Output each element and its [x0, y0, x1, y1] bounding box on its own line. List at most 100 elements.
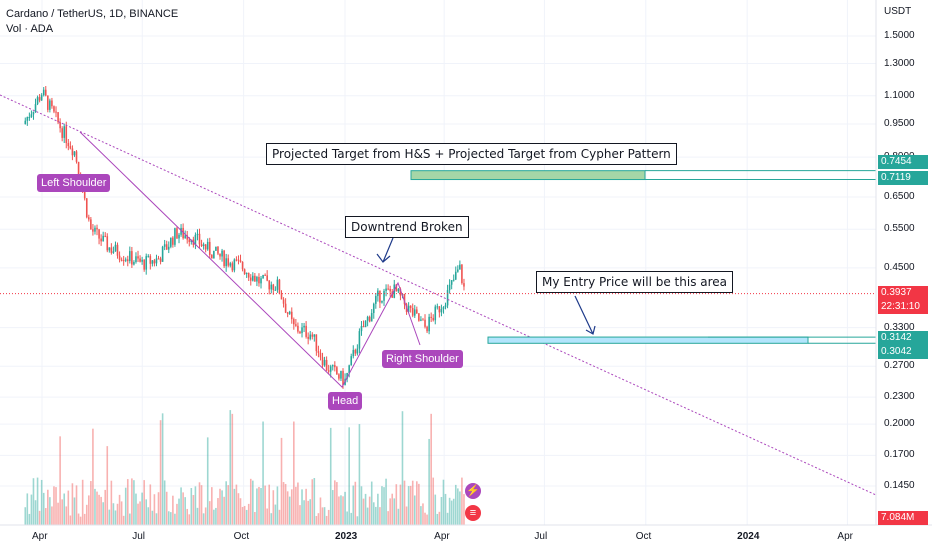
candle-body [387, 288, 389, 290]
candle-body [131, 251, 133, 265]
candle-body [440, 309, 443, 313]
volume-bar [393, 498, 396, 525]
candle-body [215, 246, 217, 251]
volume-bar [411, 480, 414, 525]
volume-bar [360, 486, 363, 525]
current-price-tag: 0.3937 [878, 286, 928, 300]
volume-bar [290, 489, 293, 525]
candle-body [260, 278, 262, 284]
volume-bar [233, 488, 236, 525]
candle-body [395, 284, 398, 292]
volume-bar [366, 507, 369, 525]
volume-bar [409, 485, 412, 525]
candle-body [67, 143, 70, 147]
candle-body [75, 151, 78, 162]
alert-icon[interactable]: ≡ [465, 505, 481, 521]
candle-body [397, 288, 400, 292]
candle-body [163, 244, 166, 247]
candle-body [143, 259, 145, 270]
volume-bar [245, 509, 248, 525]
candle-body [92, 229, 94, 232]
candle-body [217, 246, 219, 254]
volume-bar [165, 491, 168, 525]
volume-bar [102, 502, 104, 525]
volume-bar [430, 413, 432, 525]
volume-bar [38, 510, 41, 525]
volume-bar [364, 493, 367, 525]
candle-body [426, 326, 428, 332]
entry-price-annotation: My Entry Price will be this area [536, 271, 734, 293]
volume-bar [161, 413, 164, 525]
volume-bar [194, 486, 197, 525]
lightning-icon[interactable]: ⚡ [465, 483, 481, 499]
volume-bar [389, 498, 391, 525]
candle-body [252, 275, 254, 281]
volume-bar [92, 428, 94, 525]
candle-body [377, 290, 379, 297]
volume-bar [303, 500, 305, 525]
candle-body [98, 229, 100, 239]
candle-body [126, 259, 129, 262]
candle-body [90, 219, 92, 230]
candle-body [219, 253, 221, 257]
volume-bar [268, 484, 271, 525]
candle-body [73, 151, 76, 156]
candle-body [420, 319, 422, 321]
volume-bar [338, 496, 340, 525]
candle-body [194, 234, 197, 245]
volume-bar [305, 488, 307, 525]
volume-bar [454, 484, 457, 525]
candle-body [280, 293, 283, 300]
volume-bar [463, 494, 465, 525]
volume-bar [124, 487, 127, 525]
candle-body [88, 217, 90, 220]
volume-bar [188, 514, 191, 525]
volume-tag: 7.084M [878, 511, 928, 525]
candle-body [295, 324, 297, 326]
candle-body [409, 305, 412, 309]
candle-body [145, 256, 148, 270]
candle-body [213, 250, 215, 259]
candle-body [129, 251, 131, 262]
volume-bar [413, 495, 416, 525]
volume-bar [424, 512, 426, 525]
volume-bar [266, 508, 268, 525]
candle-body [83, 191, 86, 199]
candle-body [432, 317, 435, 321]
grid-lines [0, 0, 876, 525]
target-zone [410, 170, 646, 181]
candle-body [231, 263, 234, 271]
volume-bar [170, 512, 172, 525]
downtrend-broken-annotation: Downtrend Broken [345, 216, 469, 238]
volume-bar [139, 501, 141, 525]
volume-bar [418, 483, 420, 525]
candle-body [284, 303, 287, 313]
candle-body [389, 288, 391, 292]
candle-body [104, 235, 107, 237]
candle-body [53, 106, 55, 112]
volume-bar [438, 511, 441, 525]
candle-body [444, 305, 447, 308]
volume-bar [116, 503, 119, 525]
x-tick-label: 2023 [335, 531, 358, 542]
candle-body [108, 247, 111, 251]
candle-body [307, 336, 309, 339]
volume-bar [153, 494, 156, 525]
volume-bar [342, 496, 344, 525]
candle-body [305, 325, 307, 337]
candle-body [94, 227, 96, 232]
candle-body [446, 290, 449, 306]
volume-bar [377, 493, 379, 525]
candle-body [221, 250, 223, 257]
candle-body [360, 326, 363, 332]
entry-bottom-price-tag: 0.3042 [878, 345, 928, 359]
volume-bar [325, 515, 328, 525]
downtrend-arrow [376, 237, 394, 263]
candle-body [116, 244, 119, 256]
volume-bar [59, 436, 61, 525]
candle-body [413, 309, 416, 316]
candle-body [172, 237, 174, 245]
volume-bar [118, 494, 121, 525]
candle-body [237, 259, 240, 261]
